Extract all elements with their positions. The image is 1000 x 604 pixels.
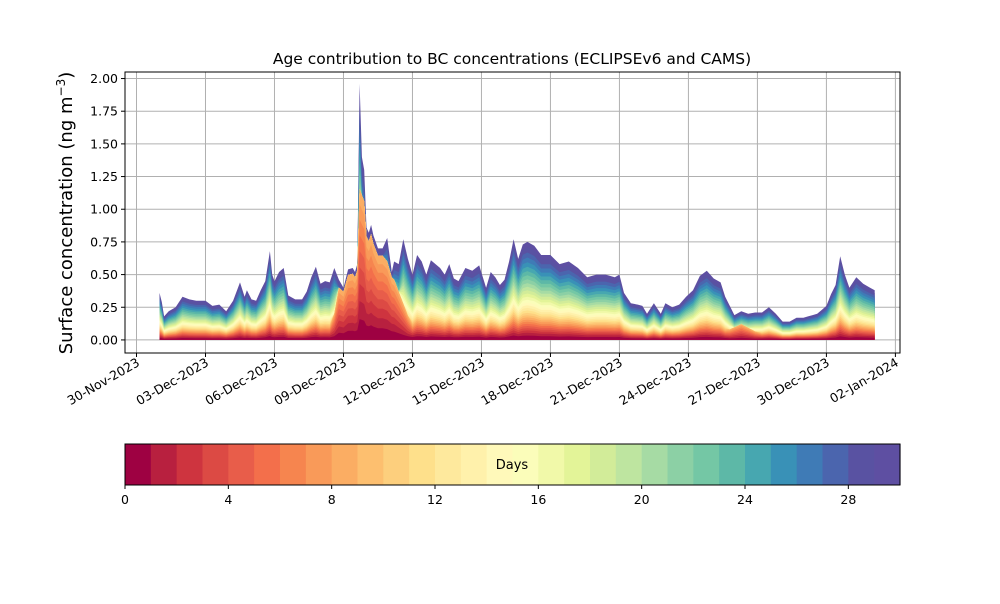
colorbar-cell xyxy=(564,444,591,485)
x-tick-label: 27-Dec-2023 xyxy=(685,355,763,408)
x-tick-label: 15-Dec-2023 xyxy=(409,355,487,408)
y-axis-label-main: Surface concentration (ng m xyxy=(56,96,77,354)
colorbar-cell xyxy=(796,444,824,485)
colorbar-cell xyxy=(615,444,643,485)
colorbar-cell xyxy=(150,444,178,485)
y-tick-label: 0.50 xyxy=(90,267,118,282)
colorbar-tick-label: 20 xyxy=(634,492,650,507)
colorbar-cell xyxy=(538,444,565,485)
colorbar-cell xyxy=(719,444,746,485)
colorbar-cell xyxy=(770,444,798,485)
colorbar-tick-label: 12 xyxy=(427,492,443,507)
age-layer-0-1-days xyxy=(159,319,875,340)
colorbar-tick-label: 28 xyxy=(840,492,856,507)
x-axis: 30-Nov-202303-Dec-202306-Dec-202309-Dec-… xyxy=(65,353,901,408)
x-tick-label: 30-Dec-2023 xyxy=(754,355,832,408)
y-tick-label: 0.00 xyxy=(90,332,118,347)
colorbar-cell xyxy=(693,444,720,485)
colorbar-cell xyxy=(486,444,514,485)
x-tick-label: 02-Jan-2024 xyxy=(827,355,901,406)
colorbar-cell xyxy=(280,444,307,485)
x-tick-label: 06-Dec-2023 xyxy=(202,355,280,408)
colorbar-tick-label: 16 xyxy=(530,492,546,507)
stacked-area-layers xyxy=(159,83,875,340)
x-tick-label: 21-Dec-2023 xyxy=(547,355,625,408)
colorbar-tick-label: 4 xyxy=(224,492,232,507)
colorbar-cell xyxy=(745,444,772,485)
y-axis-label-exponent: −3 xyxy=(54,79,68,97)
age-layer-2-3-days xyxy=(159,283,875,340)
colorbar-cell xyxy=(228,444,255,485)
colorbar-cell xyxy=(822,444,849,485)
colorbar-frame xyxy=(124,443,901,486)
y-tick-label: 1.75 xyxy=(90,104,118,119)
colorbar-cell xyxy=(176,444,204,485)
colorbar-cell xyxy=(641,444,669,485)
y-axis-label: Surface concentration (ng m−3) xyxy=(54,72,77,355)
colorbar-tick-label: 8 xyxy=(328,492,336,507)
x-tick-label: 18-Dec-2023 xyxy=(478,355,556,408)
x-tick-label: 03-Dec-2023 xyxy=(133,355,211,408)
y-tick-label: 1.50 xyxy=(90,136,118,151)
colorbar-cell xyxy=(590,444,617,485)
y-tick-label: 0.25 xyxy=(90,300,118,315)
y-tick-label: 2.00 xyxy=(90,71,118,86)
colorbar-cell xyxy=(383,444,410,485)
colorbar-cell xyxy=(409,444,436,485)
colorbar-cell xyxy=(125,444,152,485)
age-layer-3-4-days xyxy=(159,267,875,340)
colorbar-cell xyxy=(254,444,281,485)
colorbar-cell xyxy=(202,444,229,485)
colorbar-cell xyxy=(305,444,333,485)
colorbar-label: Days xyxy=(496,458,529,473)
x-tick-label: 09-Dec-2023 xyxy=(271,355,349,408)
y-axis-label-close: ) xyxy=(56,72,77,79)
y-tick-label: 1.25 xyxy=(90,169,118,184)
colorbar-tick-label: 0 xyxy=(121,492,129,507)
colorbar-cell xyxy=(435,444,462,485)
age-layer-1-2-days xyxy=(159,301,875,340)
y-tick-label: 0.75 xyxy=(90,234,118,249)
chart-title: Age contribution to BC concentrations (E… xyxy=(273,50,751,68)
colorbar-cell xyxy=(460,444,488,485)
colorbar: 0 4 8 12 16 20 24 28 xyxy=(121,443,901,507)
x-tick-label: 12-Dec-2023 xyxy=(340,355,418,408)
y-tick-label: 1.00 xyxy=(90,202,118,217)
x-tick-label: 24-Dec-2023 xyxy=(616,355,694,408)
colorbar-cell xyxy=(512,444,539,485)
y-axis: 0.00 0.25 0.50 0.75 1.00 1.25 1.50 1.75 2.00 xyxy=(90,71,125,347)
plot-frame xyxy=(124,71,901,354)
x-tick-label: 30-Nov-2023 xyxy=(65,355,142,408)
colorbar-cell xyxy=(667,444,694,485)
colorbar-cell xyxy=(874,444,901,485)
colorbar-cell xyxy=(331,444,359,485)
colorbar-cell xyxy=(848,444,875,485)
colorbar-tick-label: 24 xyxy=(737,492,753,507)
colorbar-cell xyxy=(357,444,384,485)
